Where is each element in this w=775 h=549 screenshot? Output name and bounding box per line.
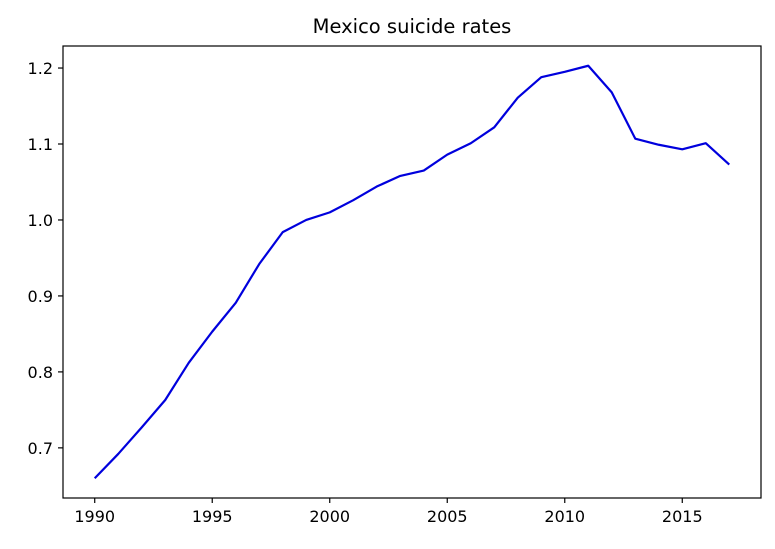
y-tick-label: 0.7	[28, 439, 53, 458]
y-tick-label: 0.9	[28, 287, 53, 306]
y-tick-label: 1.1	[28, 135, 53, 154]
plot-area	[93, 64, 731, 480]
x-tick-label: 1995	[192, 507, 233, 526]
y-tick-label: 0.8	[28, 363, 53, 382]
x-tick-label: 1990	[74, 507, 115, 526]
plot-frame	[62, 45, 762, 499]
chart-title: Mexico suicide rates	[313, 15, 512, 38]
x-tick-label: 2000	[309, 507, 350, 526]
x-tick-label: 2015	[662, 507, 703, 526]
y-axis: 0.7 0.8 0.9 1.0 1.1 1.2	[28, 59, 63, 458]
y-tick-label: 1.2	[28, 59, 53, 78]
series-line	[93, 64, 731, 480]
x-axis: 1990 1995 2000 2005 2010 2015	[74, 498, 703, 526]
x-tick-label: 2005	[427, 507, 468, 526]
y-tick-label: 1.0	[28, 211, 53, 230]
x-tick-label: 2010	[544, 507, 585, 526]
